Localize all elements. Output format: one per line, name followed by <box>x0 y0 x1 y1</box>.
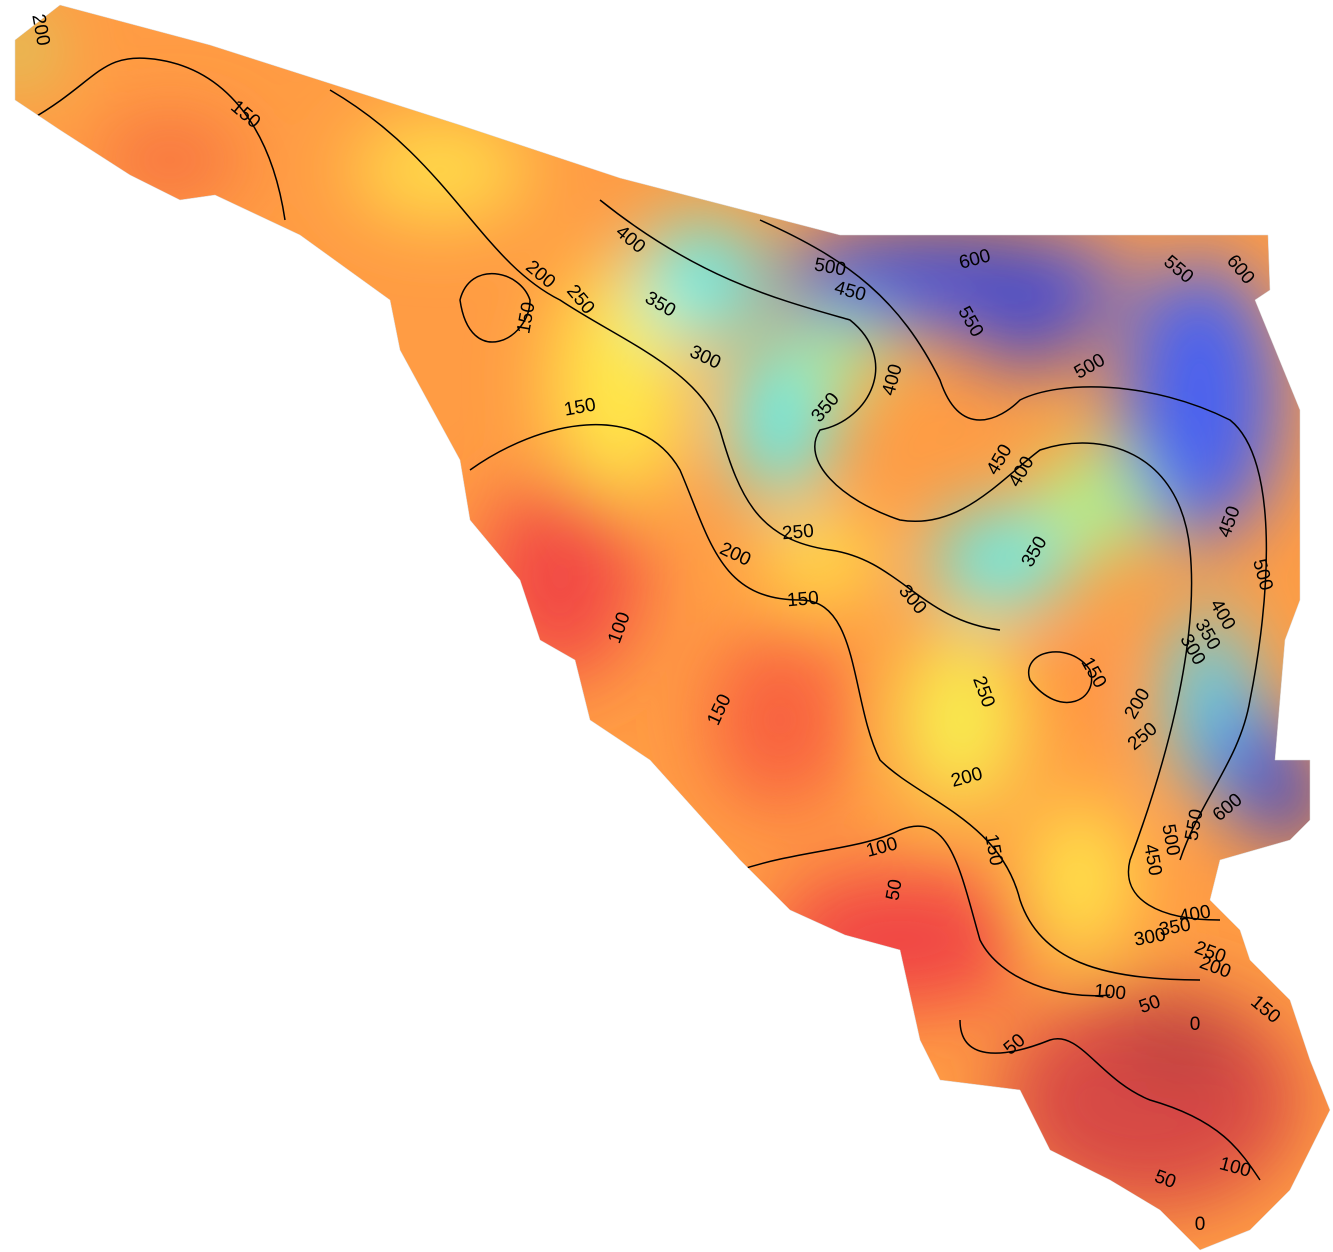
contour-lines <box>29 57 1268 1181</box>
contour-label: 150 <box>786 588 819 612</box>
contour-label: 0 <box>1195 1214 1206 1235</box>
contour-label: 100 <box>1093 981 1126 1005</box>
contour-label: 0 <box>1190 1014 1201 1035</box>
contour-label: 50 <box>882 878 906 902</box>
contour-label: 250 <box>781 521 814 545</box>
